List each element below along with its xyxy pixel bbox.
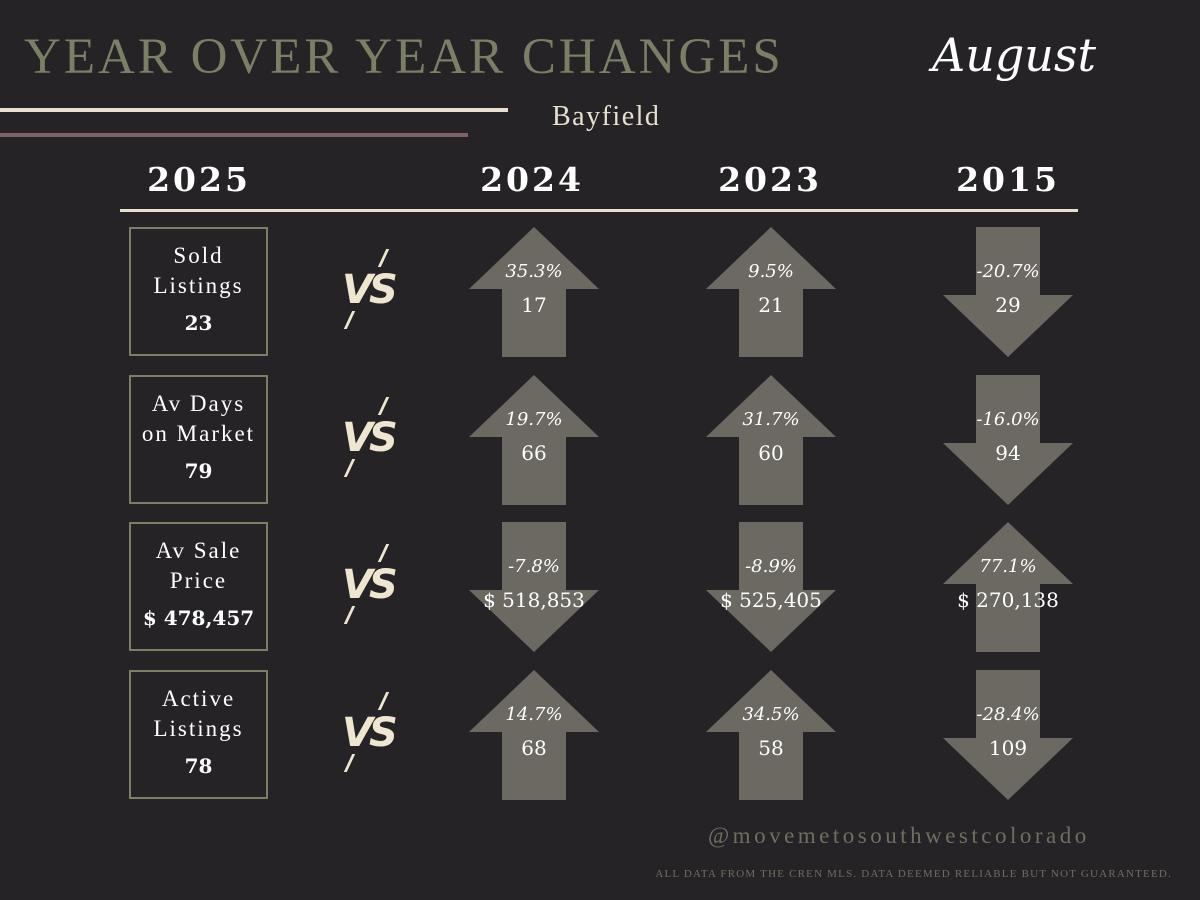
vs-slash-bottom xyxy=(343,754,356,772)
arrow-up-icon: 34.5% 58 xyxy=(706,670,836,800)
arrow-down-icon: -16.0% 94 xyxy=(943,375,1073,505)
metric-label: Active Listings xyxy=(153,686,244,741)
arrow-up-icon: 14.7% 68 xyxy=(469,670,599,800)
metric-row: Av Sale Price $ 478,457 VS -7.8% $ 518,853 -8… xyxy=(0,522,1200,652)
metric-row: Av Days on Market 79 VS 19.7% 66 31.7% 60 -16.0… xyxy=(0,375,1200,505)
change-percent: 34.5% xyxy=(742,704,800,725)
arrow-up-icon: 9.5% 21 xyxy=(706,227,836,357)
change-percent: 9.5% xyxy=(748,261,794,282)
compare-value: 60 xyxy=(758,441,784,465)
disclaimer: ALL DATA FROM THE CREN MLS. DATA DEEMED … xyxy=(655,868,1172,880)
location-label: Bayfield xyxy=(552,101,661,132)
year-compare-2: 2023 xyxy=(718,160,822,199)
arrow-down-icon: -7.8% $ 518,853 xyxy=(469,522,599,652)
compare-value: 17 xyxy=(521,293,547,317)
compare-value: 68 xyxy=(521,736,547,760)
metric-label: Av Sale Price xyxy=(155,538,242,593)
vs-slash-top xyxy=(377,397,390,415)
metric-box: Av Sale Price $ 478,457 xyxy=(129,522,268,651)
metric-value: $ 478,457 xyxy=(142,606,255,630)
metric-row: Active Listings 78 VS 14.7% 68 34.5% 58 -28.4% 1… xyxy=(0,670,1200,800)
vs-slash-bottom xyxy=(343,606,356,624)
metric-box: Av Days on Market 79 xyxy=(129,375,268,504)
vs-slash-top xyxy=(377,249,390,267)
year-compare-3: 2015 xyxy=(956,160,1060,199)
year-compare-1: 2024 xyxy=(480,160,584,199)
social-handle: @movemetosouthwestcolorado xyxy=(708,823,1090,848)
change-percent: 19.7% xyxy=(505,409,563,430)
header-divider xyxy=(120,209,1078,212)
vs-badge: VS xyxy=(338,540,402,624)
compare-value: $ 525,405 xyxy=(720,588,822,612)
vs-text: VS xyxy=(342,710,398,756)
arrow-up-icon: 31.7% 60 xyxy=(706,375,836,505)
metric-row: Sold Listings 23 VS 35.3% 17 9.5% 21 -20.7% 29 xyxy=(0,227,1200,357)
arrow-up-icon: 35.3% 17 xyxy=(469,227,599,357)
compare-value: 29 xyxy=(995,293,1021,317)
compare-value: 58 xyxy=(758,736,784,760)
change-percent: -28.4% xyxy=(976,704,1040,725)
compare-value: 21 xyxy=(758,293,784,317)
vs-slash-bottom xyxy=(343,311,356,329)
vs-slash-bottom xyxy=(343,459,356,477)
page-title: YEAR OVER YEAR CHANGES xyxy=(24,29,784,85)
vs-badge: VS xyxy=(338,393,402,477)
vs-text: VS xyxy=(342,415,398,461)
metric-label: Sold Listings xyxy=(153,243,244,298)
change-percent: -7.8% xyxy=(508,556,560,577)
change-percent: -20.7% xyxy=(976,261,1040,282)
vs-text: VS xyxy=(342,562,398,608)
vs-badge: VS xyxy=(338,245,402,329)
change-percent: 31.7% xyxy=(742,409,800,430)
compare-value: $ 270,138 xyxy=(957,588,1059,612)
metric-value: 78 xyxy=(184,754,213,778)
change-percent: -8.9% xyxy=(745,556,797,577)
divider-cream xyxy=(0,108,508,112)
change-percent: 35.3% xyxy=(505,261,563,282)
metric-box: Active Listings 78 xyxy=(129,670,268,799)
compare-value: 94 xyxy=(995,441,1021,465)
compare-value: 66 xyxy=(521,441,547,465)
arrow-up-icon: 77.1% $ 270,138 xyxy=(943,522,1073,652)
arrow-up-icon: 19.7% 66 xyxy=(469,375,599,505)
change-percent: 77.1% xyxy=(979,556,1037,577)
arrow-down-icon: -20.7% 29 xyxy=(943,227,1073,357)
metric-box: Sold Listings 23 xyxy=(129,227,268,356)
vs-slash-top xyxy=(377,544,390,562)
divider-mauve xyxy=(0,133,468,137)
vs-slash-top xyxy=(377,692,390,710)
arrow-down-icon: -8.9% $ 525,405 xyxy=(706,522,836,652)
vs-badge: VS xyxy=(338,688,402,772)
metric-value: 23 xyxy=(184,311,213,335)
compare-value: $ 518,853 xyxy=(483,588,585,612)
year-current: 2025 xyxy=(147,160,251,199)
vs-text: VS xyxy=(342,267,398,313)
change-percent: 14.7% xyxy=(505,704,563,725)
metric-label: Av Days on Market xyxy=(141,391,256,446)
metric-value: 79 xyxy=(184,459,213,483)
compare-value: 109 xyxy=(988,736,1028,760)
change-percent: -16.0% xyxy=(976,409,1040,430)
month-label: August xyxy=(932,28,1097,82)
arrow-down-icon: -28.4% 109 xyxy=(943,670,1073,800)
